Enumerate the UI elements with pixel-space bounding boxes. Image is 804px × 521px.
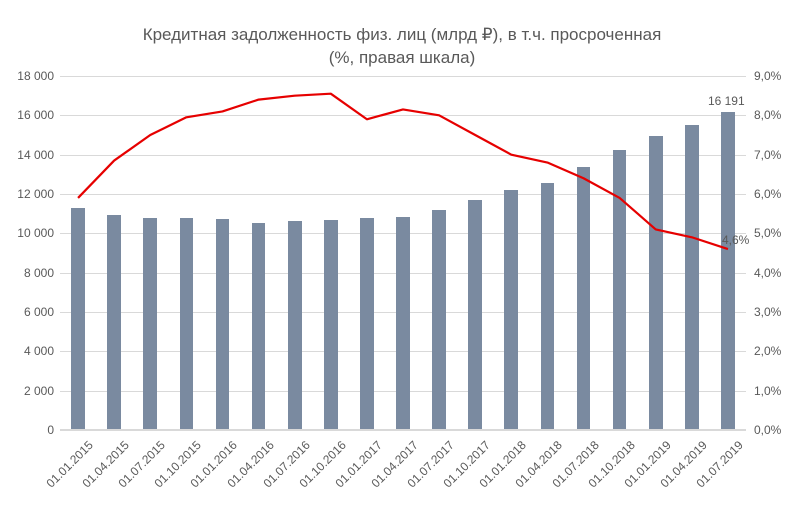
y-right-tick-label: 7,0%	[754, 148, 802, 162]
x-axis-baseline	[60, 429, 746, 430]
y-left-tick-label: 8 000	[6, 266, 54, 280]
y-right-tick-label: 6,0%	[754, 187, 802, 201]
y-right-tick-label: 8,0%	[754, 108, 802, 122]
line-series	[60, 76, 746, 430]
y-left-tick-label: 14 000	[6, 148, 54, 162]
y-left-tick-label: 2 000	[6, 384, 54, 398]
plot-area: 16 191 4,6%	[60, 76, 746, 430]
y-right-tick-label: 2,0%	[754, 344, 802, 358]
y-left-tick-label: 6 000	[6, 305, 54, 319]
gridline	[60, 430, 746, 431]
y-right-tick-label: 4,0%	[754, 266, 802, 280]
line-path	[78, 94, 728, 249]
y-right-tick-label: 9,0%	[754, 69, 802, 83]
y-left-tick-label: 18 000	[6, 69, 54, 83]
y-left-tick-label: 16 000	[6, 108, 54, 122]
chart-title: Кредитная задолженность физ. лиц (млрд ₽…	[0, 24, 804, 70]
y-left-tick-label: 12 000	[6, 187, 54, 201]
y-left-tick-label: 0	[6, 423, 54, 437]
last-line-label: 4,6%	[722, 233, 749, 247]
y-right-tick-label: 1,0%	[754, 384, 802, 398]
y-right-tick-label: 0,0%	[754, 423, 802, 437]
y-right-tick-label: 3,0%	[754, 305, 802, 319]
y-left-tick-label: 4 000	[6, 344, 54, 358]
y-right-tick-label: 5,0%	[754, 226, 802, 240]
chart-title-line1: Кредитная задолженность физ. лиц (млрд ₽…	[143, 25, 662, 44]
chart-title-line2: (%, правая шкала)	[329, 48, 476, 67]
last-bar-label: 16 191	[708, 94, 745, 108]
y-left-tick-label: 10 000	[6, 226, 54, 240]
chart-container: Кредитная задолженность физ. лиц (млрд ₽…	[0, 0, 804, 521]
